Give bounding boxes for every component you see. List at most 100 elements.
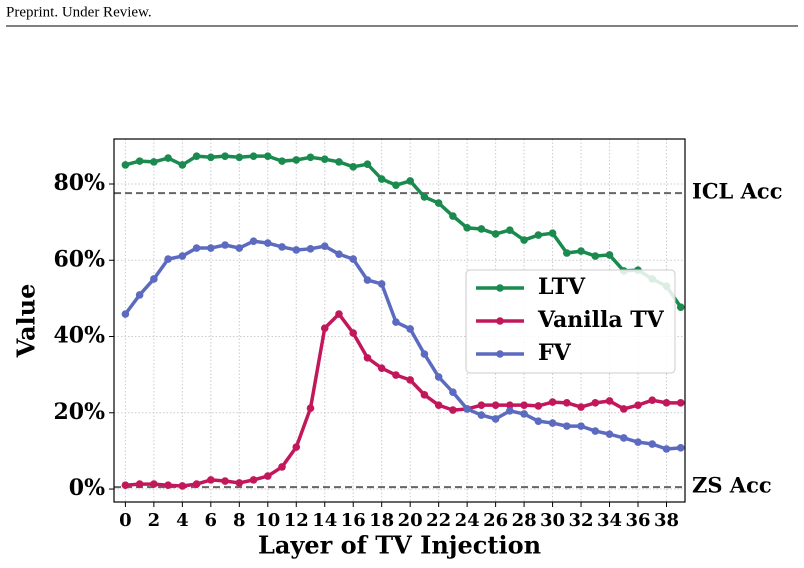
reference-label: ICL Acc bbox=[692, 179, 782, 204]
legend-marker bbox=[496, 317, 504, 325]
data-point bbox=[591, 427, 600, 435]
y-tick-label: 60% bbox=[53, 246, 105, 272]
x-tick-label: 14 bbox=[312, 510, 337, 531]
data-point bbox=[548, 229, 557, 237]
data-point bbox=[676, 399, 685, 407]
data-point bbox=[235, 244, 244, 252]
data-point bbox=[563, 249, 571, 257]
data-point bbox=[306, 245, 315, 253]
data-point bbox=[207, 476, 215, 484]
data-point bbox=[349, 255, 358, 263]
y-tick-label: 40% bbox=[53, 323, 105, 349]
data-point bbox=[363, 354, 372, 362]
y-tick-label: 20% bbox=[53, 399, 105, 425]
x-tick-label: 12 bbox=[284, 510, 309, 531]
data-point bbox=[434, 199, 443, 207]
data-point bbox=[249, 476, 258, 484]
data-point bbox=[420, 391, 429, 399]
x-tick-label: 10 bbox=[255, 510, 280, 531]
data-point bbox=[178, 252, 187, 260]
data-point bbox=[221, 152, 229, 160]
data-point bbox=[392, 181, 400, 189]
x-tick-label: 0 bbox=[119, 510, 132, 531]
data-point bbox=[534, 402, 543, 410]
data-point bbox=[648, 440, 657, 448]
series-line bbox=[123, 239, 681, 451]
data-point bbox=[605, 397, 614, 405]
data-point bbox=[577, 247, 585, 255]
data-point bbox=[320, 242, 329, 250]
data-point bbox=[591, 252, 600, 260]
data-point bbox=[506, 407, 514, 415]
data-point bbox=[278, 463, 286, 471]
data-point bbox=[263, 472, 272, 480]
legend-label: Vanilla TV bbox=[537, 307, 665, 333]
data-point bbox=[406, 376, 414, 384]
data-point bbox=[192, 480, 201, 488]
x-tick-label: 8 bbox=[233, 510, 246, 531]
x-tick-label: 30 bbox=[540, 510, 565, 531]
data-point bbox=[121, 310, 130, 318]
data-point bbox=[207, 153, 215, 162]
x-tick-label: 16 bbox=[341, 510, 366, 531]
data-point bbox=[278, 157, 286, 165]
data-point bbox=[349, 329, 358, 337]
data-point bbox=[563, 399, 571, 407]
data-point bbox=[377, 175, 386, 183]
x-tick-label: 22 bbox=[426, 510, 451, 531]
data-point bbox=[619, 405, 628, 413]
data-point bbox=[506, 401, 514, 409]
data-point bbox=[320, 324, 329, 332]
data-point bbox=[662, 445, 671, 453]
data-point bbox=[335, 158, 343, 166]
legend-label: FV bbox=[538, 340, 572, 366]
reference-label: ZS Acc bbox=[692, 473, 772, 498]
data-point bbox=[619, 434, 628, 442]
data-point bbox=[491, 401, 500, 409]
y-tick-label: 80% bbox=[53, 170, 105, 196]
data-point bbox=[235, 479, 244, 487]
data-point bbox=[135, 480, 144, 488]
data-point bbox=[577, 422, 585, 430]
data-point bbox=[150, 275, 158, 283]
data-point bbox=[477, 411, 486, 419]
data-point bbox=[491, 230, 500, 238]
x-tick-label: 36 bbox=[625, 510, 650, 531]
data-point bbox=[605, 430, 614, 438]
data-point bbox=[363, 160, 372, 168]
data-point bbox=[449, 388, 457, 396]
data-point bbox=[164, 255, 172, 263]
x-tick-label: 4 bbox=[176, 510, 189, 531]
data-point bbox=[434, 373, 443, 381]
data-point bbox=[335, 250, 343, 258]
series-line bbox=[124, 154, 683, 309]
data-point bbox=[434, 401, 443, 409]
data-point bbox=[406, 177, 414, 185]
x-tick-label: 26 bbox=[483, 510, 508, 531]
data-point bbox=[563, 422, 571, 430]
data-point bbox=[292, 246, 301, 254]
data-point bbox=[178, 161, 187, 169]
data-point bbox=[648, 396, 657, 404]
legend-marker bbox=[496, 350, 504, 358]
plot-frame bbox=[113, 138, 686, 503]
data-point bbox=[449, 406, 457, 414]
legend-label: LTV bbox=[538, 274, 586, 300]
data-point bbox=[605, 251, 614, 259]
data-point bbox=[477, 225, 486, 233]
data-point bbox=[335, 310, 343, 318]
x-axis-label: Layer of TV Injection bbox=[258, 531, 541, 560]
data-point bbox=[292, 443, 301, 451]
data-point bbox=[235, 153, 244, 162]
data-point bbox=[150, 158, 158, 166]
y-axis-label: Value bbox=[12, 284, 41, 359]
data-point bbox=[420, 193, 429, 201]
data-point bbox=[121, 161, 130, 169]
data-point bbox=[178, 482, 187, 490]
series-line bbox=[125, 312, 681, 488]
data-point bbox=[306, 404, 315, 412]
x-tick-label: 24 bbox=[455, 510, 480, 531]
data-point bbox=[676, 444, 685, 452]
x-tick-label: 38 bbox=[654, 510, 679, 531]
